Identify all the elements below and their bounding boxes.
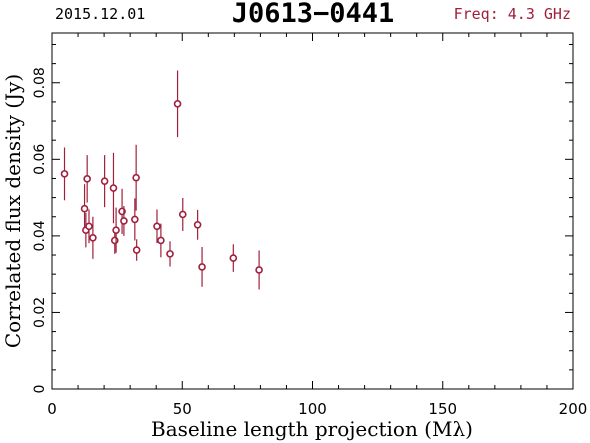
data-point	[60, 147, 69, 201]
data-point	[173, 70, 182, 138]
data-marker	[132, 173, 140, 182]
data-point	[166, 241, 174, 267]
data-point	[109, 152, 118, 224]
data-marker	[193, 220, 202, 229]
x-axis-ticks: 0 50 100 150 200	[47, 33, 587, 418]
x-axis-label: Baseline length projection (Mλ)	[151, 417, 473, 441]
data-point	[80, 184, 89, 234]
data-point	[193, 209, 202, 240]
data-marker	[173, 100, 182, 108]
data-marker	[60, 170, 69, 178]
data-marker	[109, 184, 118, 192]
chart-title: J0613−0441	[232, 0, 395, 29]
data-marker	[157, 236, 165, 245]
data-point	[198, 246, 206, 287]
data-point	[132, 239, 141, 261]
data-point	[132, 144, 140, 211]
data-point	[82, 212, 90, 248]
data-point	[83, 155, 91, 203]
data-point	[229, 244, 238, 272]
data-point	[178, 197, 187, 231]
data-point	[157, 223, 165, 258]
x-tick-label: 0	[47, 400, 57, 418]
data-point	[255, 250, 263, 290]
data-marker	[80, 204, 89, 213]
data-marker	[153, 222, 161, 231]
data-point	[153, 209, 161, 244]
data-marker	[131, 215, 139, 224]
data-point	[100, 155, 109, 208]
data-marker	[89, 233, 97, 242]
data-marker	[100, 177, 109, 185]
y-tick-label: 0.08	[32, 67, 48, 98]
data-point	[85, 209, 93, 244]
plot-frame	[51, 32, 574, 390]
data-marker	[120, 217, 128, 225]
data-point	[131, 198, 139, 241]
data-marker	[229, 254, 238, 262]
y-tick-label: 0.02	[32, 297, 48, 328]
y-tick-label: 0.04	[32, 220, 48, 251]
y-axis-label: Correlated flux density (Jy)	[1, 74, 25, 348]
data-marker	[166, 250, 174, 258]
data-points	[60, 70, 263, 290]
data-point	[120, 206, 128, 236]
x-tick-label: 150	[428, 400, 457, 418]
data-marker	[255, 266, 263, 274]
data-point	[89, 216, 97, 259]
data-marker	[85, 222, 93, 231]
header-date: 2015.12.01	[55, 5, 145, 23]
data-marker	[112, 226, 120, 234]
y-tick-label: 0.06	[32, 144, 48, 175]
data-point	[112, 207, 120, 253]
data-marker	[110, 236, 119, 245]
data-marker	[198, 263, 206, 271]
y-tick-label: 0	[32, 385, 48, 394]
header-frequency: Freq: 4.3 GHz	[454, 5, 571, 23]
x-tick-label: 100	[298, 400, 327, 418]
data-marker	[178, 210, 187, 219]
x-tick-label: 50	[173, 400, 192, 418]
data-marker	[132, 246, 141, 254]
data-marker	[83, 175, 91, 183]
y-axis-ticks: 0 0.02 0.04 0.06 0.08	[32, 43, 573, 394]
x-tick-label: 200	[559, 400, 588, 418]
